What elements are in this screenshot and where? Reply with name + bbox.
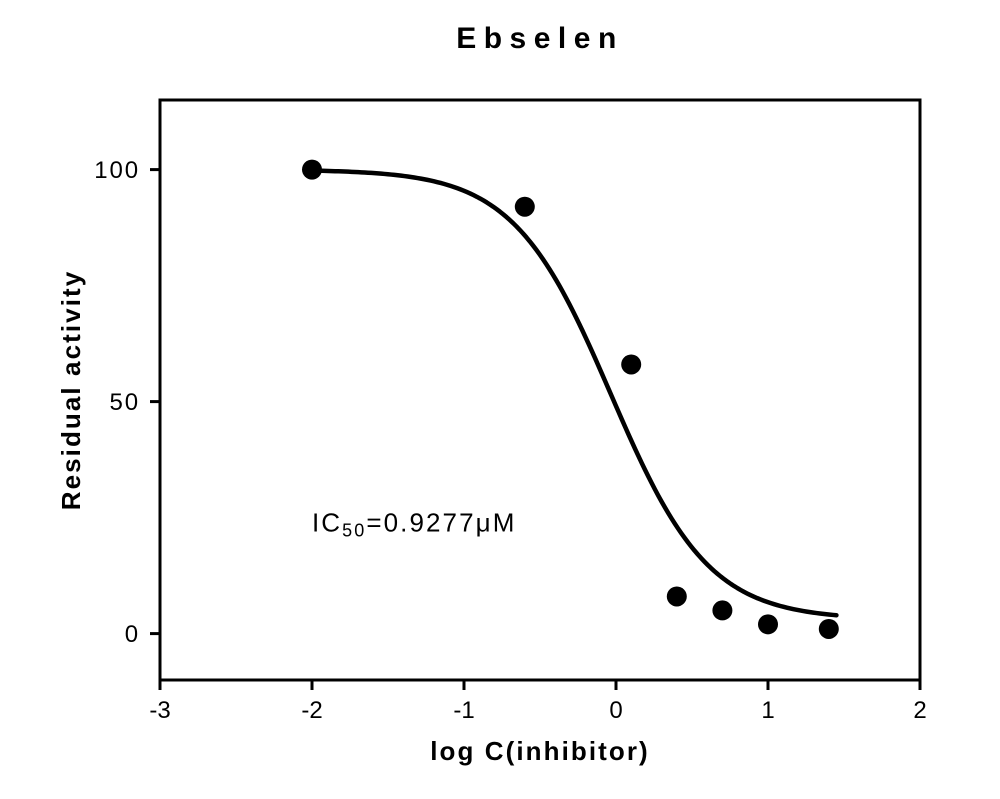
x-tick-label: -3 bbox=[149, 697, 170, 724]
x-tick-label: 2 bbox=[913, 697, 926, 724]
y-axis-label: Residual activity bbox=[56, 270, 86, 511]
x-tick-label: -1 bbox=[453, 697, 474, 724]
data-point bbox=[302, 160, 322, 180]
ic50-value: =0.9277 bbox=[366, 508, 475, 538]
chart-title: Ebselen bbox=[456, 22, 624, 55]
x-tick-label: 0 bbox=[609, 697, 622, 724]
data-point bbox=[667, 586, 687, 606]
x-axis-label: log C(inhibitor) bbox=[430, 736, 650, 766]
data-point bbox=[758, 614, 778, 634]
data-point bbox=[712, 600, 732, 620]
chart-svg: Ebselen -3 -2 -1 0 1 2 0 50 100 log C(inhibitor) Re… bbox=[0, 0, 1000, 799]
data-point bbox=[515, 197, 535, 217]
data-point bbox=[621, 354, 641, 374]
x-tick-label: -2 bbox=[301, 697, 322, 724]
y-tick-label: 0 bbox=[125, 621, 140, 648]
ic50-prefix: IC bbox=[312, 508, 342, 538]
data-point bbox=[819, 619, 839, 639]
ic50-unit-mu: μ bbox=[476, 508, 493, 538]
chart-container: { "chart": { "type": "dose-response-scat… bbox=[0, 0, 1000, 799]
y-tick-label: 50 bbox=[109, 389, 140, 416]
ic50-subscript: 50 bbox=[342, 521, 366, 541]
y-tick-label: 100 bbox=[94, 157, 140, 184]
x-tick-label: 1 bbox=[761, 697, 774, 724]
ic50-unit: M bbox=[493, 508, 517, 538]
